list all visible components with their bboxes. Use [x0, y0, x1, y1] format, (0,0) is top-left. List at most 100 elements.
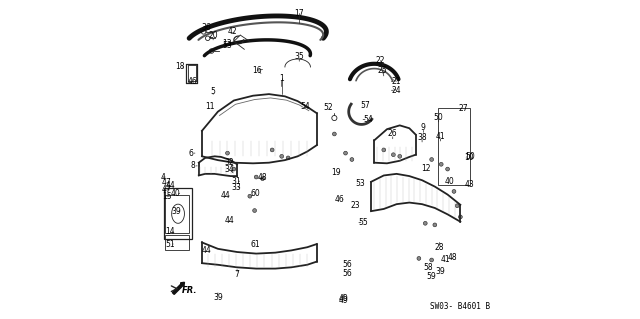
- FancyArrow shape: [172, 282, 184, 294]
- Text: 58: 58: [423, 263, 433, 272]
- Text: 20: 20: [209, 31, 218, 40]
- Text: 33: 33: [231, 183, 241, 192]
- Text: 56: 56: [342, 269, 352, 278]
- Circle shape: [260, 177, 264, 181]
- Text: 48: 48: [258, 173, 268, 182]
- Circle shape: [392, 153, 396, 157]
- Text: 31: 31: [231, 177, 241, 186]
- Text: 60: 60: [250, 189, 260, 198]
- Text: 50: 50: [465, 152, 475, 161]
- Circle shape: [445, 167, 449, 171]
- Text: 40: 40: [444, 177, 454, 186]
- Circle shape: [344, 151, 348, 155]
- Text: 48: 48: [448, 253, 458, 262]
- Text: 1: 1: [279, 74, 284, 83]
- Text: 6: 6: [189, 149, 193, 158]
- Text: 41: 41: [436, 132, 445, 141]
- Text: 22: 22: [376, 56, 385, 65]
- Text: 8: 8: [191, 161, 196, 170]
- Text: 54: 54: [363, 115, 372, 124]
- Text: 44: 44: [221, 191, 231, 200]
- Text: 12: 12: [422, 164, 431, 173]
- Circle shape: [398, 154, 402, 158]
- Text: 52: 52: [323, 103, 333, 112]
- Text: 53: 53: [355, 179, 365, 188]
- Text: 35: 35: [294, 52, 304, 61]
- Text: 47: 47: [162, 178, 172, 187]
- Text: 27: 27: [459, 104, 468, 113]
- Text: 25: 25: [378, 66, 387, 75]
- Text: 26: 26: [388, 130, 397, 138]
- Circle shape: [417, 256, 421, 260]
- Text: 46: 46: [188, 77, 197, 86]
- Text: 39: 39: [171, 207, 180, 216]
- Text: 50: 50: [434, 113, 444, 122]
- Text: 7: 7: [235, 270, 239, 279]
- Circle shape: [423, 221, 427, 225]
- Text: 21: 21: [392, 77, 401, 86]
- Text: 13: 13: [221, 39, 231, 48]
- Text: 46: 46: [335, 195, 345, 204]
- Text: 49: 49: [339, 294, 349, 303]
- Bar: [438, 108, 470, 185]
- Text: 39: 39: [213, 293, 223, 302]
- Text: 5: 5: [211, 87, 216, 96]
- Text: 44: 44: [165, 181, 175, 190]
- Text: SW03- B4601 B: SW03- B4601 B: [430, 302, 490, 311]
- Circle shape: [439, 162, 443, 166]
- Circle shape: [452, 189, 456, 193]
- Text: FR.: FR.: [182, 286, 198, 295]
- Text: 57: 57: [361, 101, 371, 110]
- Text: 28: 28: [435, 243, 444, 252]
- Text: 34: 34: [224, 165, 234, 174]
- Text: 9: 9: [421, 123, 426, 132]
- Text: 55: 55: [359, 218, 369, 227]
- Text: 44: 44: [202, 246, 212, 255]
- Text: 43: 43: [465, 180, 475, 189]
- Circle shape: [248, 194, 252, 198]
- Circle shape: [429, 158, 433, 161]
- Text: 23: 23: [350, 201, 360, 210]
- Circle shape: [286, 156, 290, 160]
- Text: 10: 10: [465, 153, 474, 162]
- Circle shape: [270, 148, 274, 152]
- Text: 51: 51: [165, 240, 175, 249]
- Text: 18: 18: [175, 63, 184, 71]
- Text: 41: 41: [440, 255, 450, 263]
- Text: 42: 42: [227, 27, 237, 36]
- Circle shape: [455, 204, 459, 208]
- Circle shape: [458, 215, 462, 219]
- Text: 49: 49: [339, 296, 349, 305]
- Bar: [164, 188, 193, 239]
- Text: 53: 53: [222, 41, 232, 50]
- Text: 38: 38: [417, 133, 427, 142]
- Text: 4: 4: [160, 173, 165, 182]
- Text: 54: 54: [300, 102, 310, 111]
- Text: 40: 40: [171, 189, 180, 198]
- Circle shape: [350, 158, 354, 161]
- Text: 39: 39: [436, 267, 445, 276]
- Text: 15: 15: [162, 192, 172, 201]
- Circle shape: [382, 148, 386, 152]
- Text: 36: 36: [202, 23, 212, 32]
- Text: 24: 24: [392, 86, 401, 95]
- Text: 14: 14: [165, 227, 175, 236]
- Circle shape: [433, 223, 436, 227]
- Circle shape: [232, 167, 236, 171]
- Circle shape: [254, 175, 258, 179]
- Bar: [165, 235, 189, 250]
- Text: 16: 16: [252, 66, 262, 75]
- Text: 47: 47: [162, 185, 172, 194]
- Bar: [165, 195, 189, 233]
- Circle shape: [429, 258, 433, 262]
- Text: 32: 32: [224, 158, 234, 167]
- Text: 56: 56: [342, 260, 352, 269]
- Circle shape: [225, 151, 229, 155]
- Circle shape: [280, 154, 284, 158]
- Text: 19: 19: [331, 168, 340, 177]
- Text: 44: 44: [224, 216, 234, 225]
- Text: 59: 59: [426, 272, 436, 281]
- Circle shape: [332, 132, 336, 136]
- Text: 61: 61: [250, 241, 260, 249]
- Circle shape: [253, 209, 257, 212]
